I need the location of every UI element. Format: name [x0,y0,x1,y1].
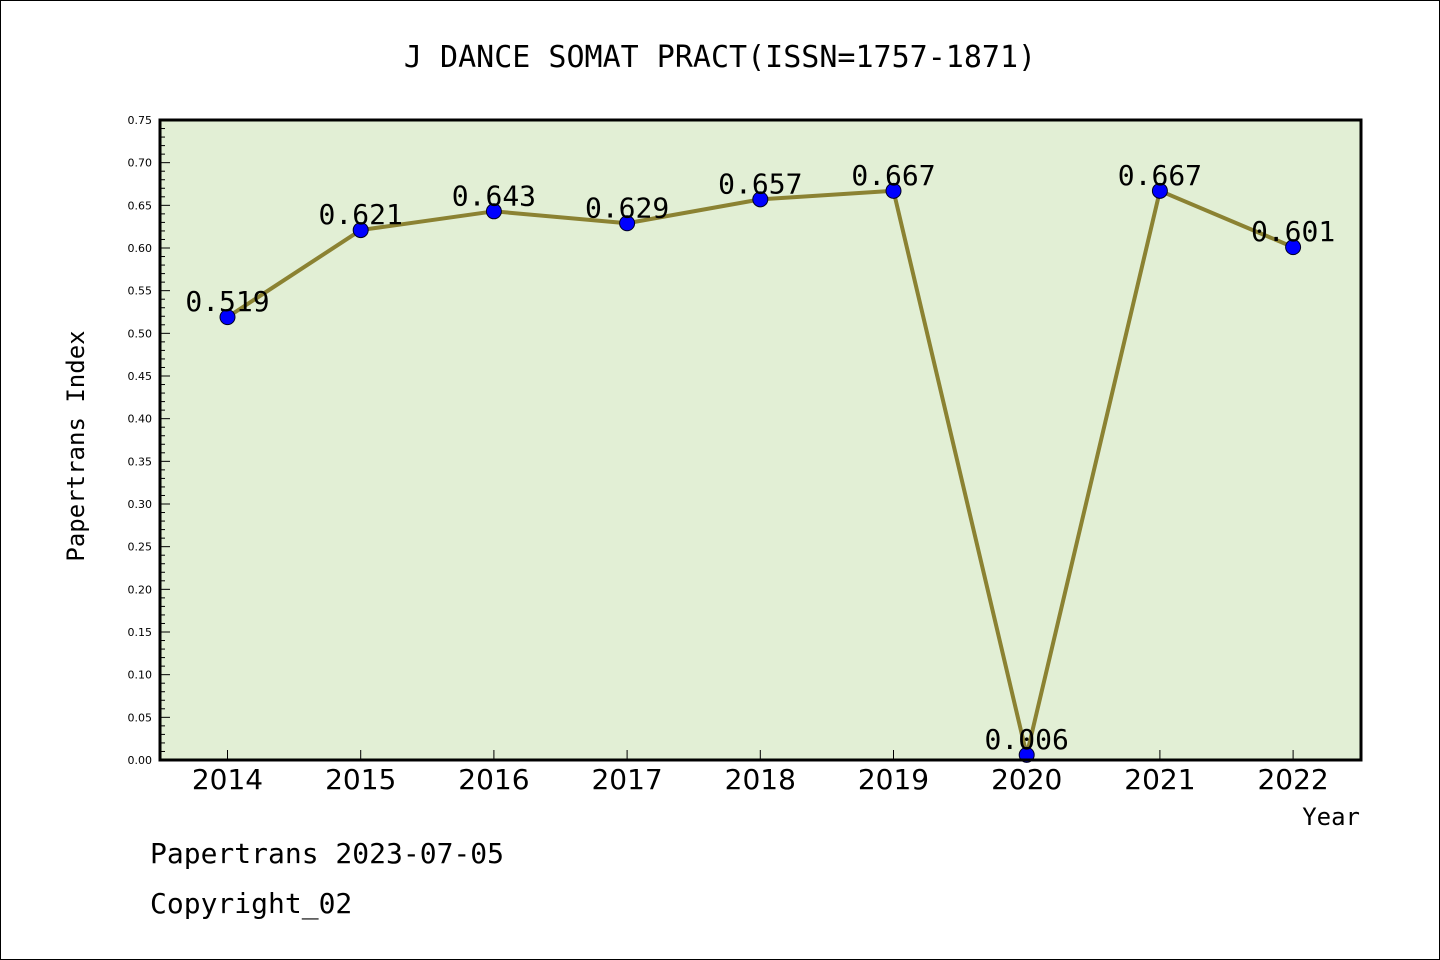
x-tick-label: 2019 [858,763,929,796]
data-point [619,215,636,232]
data-label: 0.621 [319,198,403,231]
y-tick-label: 0.50 [128,327,153,340]
x-axis: 2014 2015 2016 2017 2018 2019 2020 2021 2022 [192,750,1329,796]
y-tick-label: 0.70 [128,157,153,170]
plot-border [158,118,1363,762]
x-tick-label: 2014 [192,763,263,796]
y-tick-label: 0.20 [128,583,153,596]
data-point [1151,182,1168,199]
y-tick-label: 0.60 [128,242,153,255]
data-point [885,182,902,199]
data-point [485,203,502,220]
data-point [219,309,236,326]
y-tick-label: 0.35 [128,455,153,468]
data-point [752,191,769,208]
y-tick-label: 0.25 [128,541,153,554]
x-tick-label: 2022 [1257,763,1328,796]
data-label: 0.667 [851,159,935,192]
y-axis-label: Papertrans Index [62,330,90,561]
data-label: 0.629 [585,191,669,224]
x-tick-label: 2016 [458,763,529,796]
data-label: 0.657 [718,167,802,200]
x-tick-label: 2015 [325,763,396,796]
y-tick-label: 0.10 [128,669,153,682]
y-tick-label: 0.05 [128,711,153,724]
data-point [1285,239,1302,256]
x-tick-label: 2020 [991,763,1062,796]
y-tick-label: 0.40 [128,413,153,426]
y-tick-label: 0.55 [128,285,153,298]
x-tick-label: 2021 [1124,763,1195,796]
data-label: 0.006 [985,723,1069,756]
y-tick-label: 0.15 [128,626,153,639]
y-tick-label: 0.65 [128,199,153,212]
x-tick-label: 2017 [591,763,662,796]
y-tick-label: 0.30 [128,498,153,511]
y-tick-label: 0.45 [128,370,153,383]
data-label: 0.667 [1118,159,1202,192]
x-axis-label: Year [1302,803,1360,831]
y-axis: 0.00 0.05 0.10 0.15 0.20 0.25 0.30 0.35 0.40 0.45… [128,114,170,767]
data-label: 0.601 [1251,215,1335,248]
data-label: 0.643 [452,179,536,212]
y-tick-label: 0.75 [128,114,153,127]
chart-title: J DANCE SOMAT PRACT(ISSN=1757-1871) [404,40,1036,75]
data-point [352,222,369,239]
footer-copyright: Copyright_02 [150,887,352,921]
y-tick-label: 0.00 [128,754,153,767]
x-tick-label: 2018 [725,763,796,796]
footer-date: Papertrans 2023-07-05 [150,837,504,870]
data-label: 0.519 [185,285,269,318]
series-papertrans-index: 0.519 0.621 0.643 0.629 0.657 0.667 0.006 0.667… [185,159,1335,763]
